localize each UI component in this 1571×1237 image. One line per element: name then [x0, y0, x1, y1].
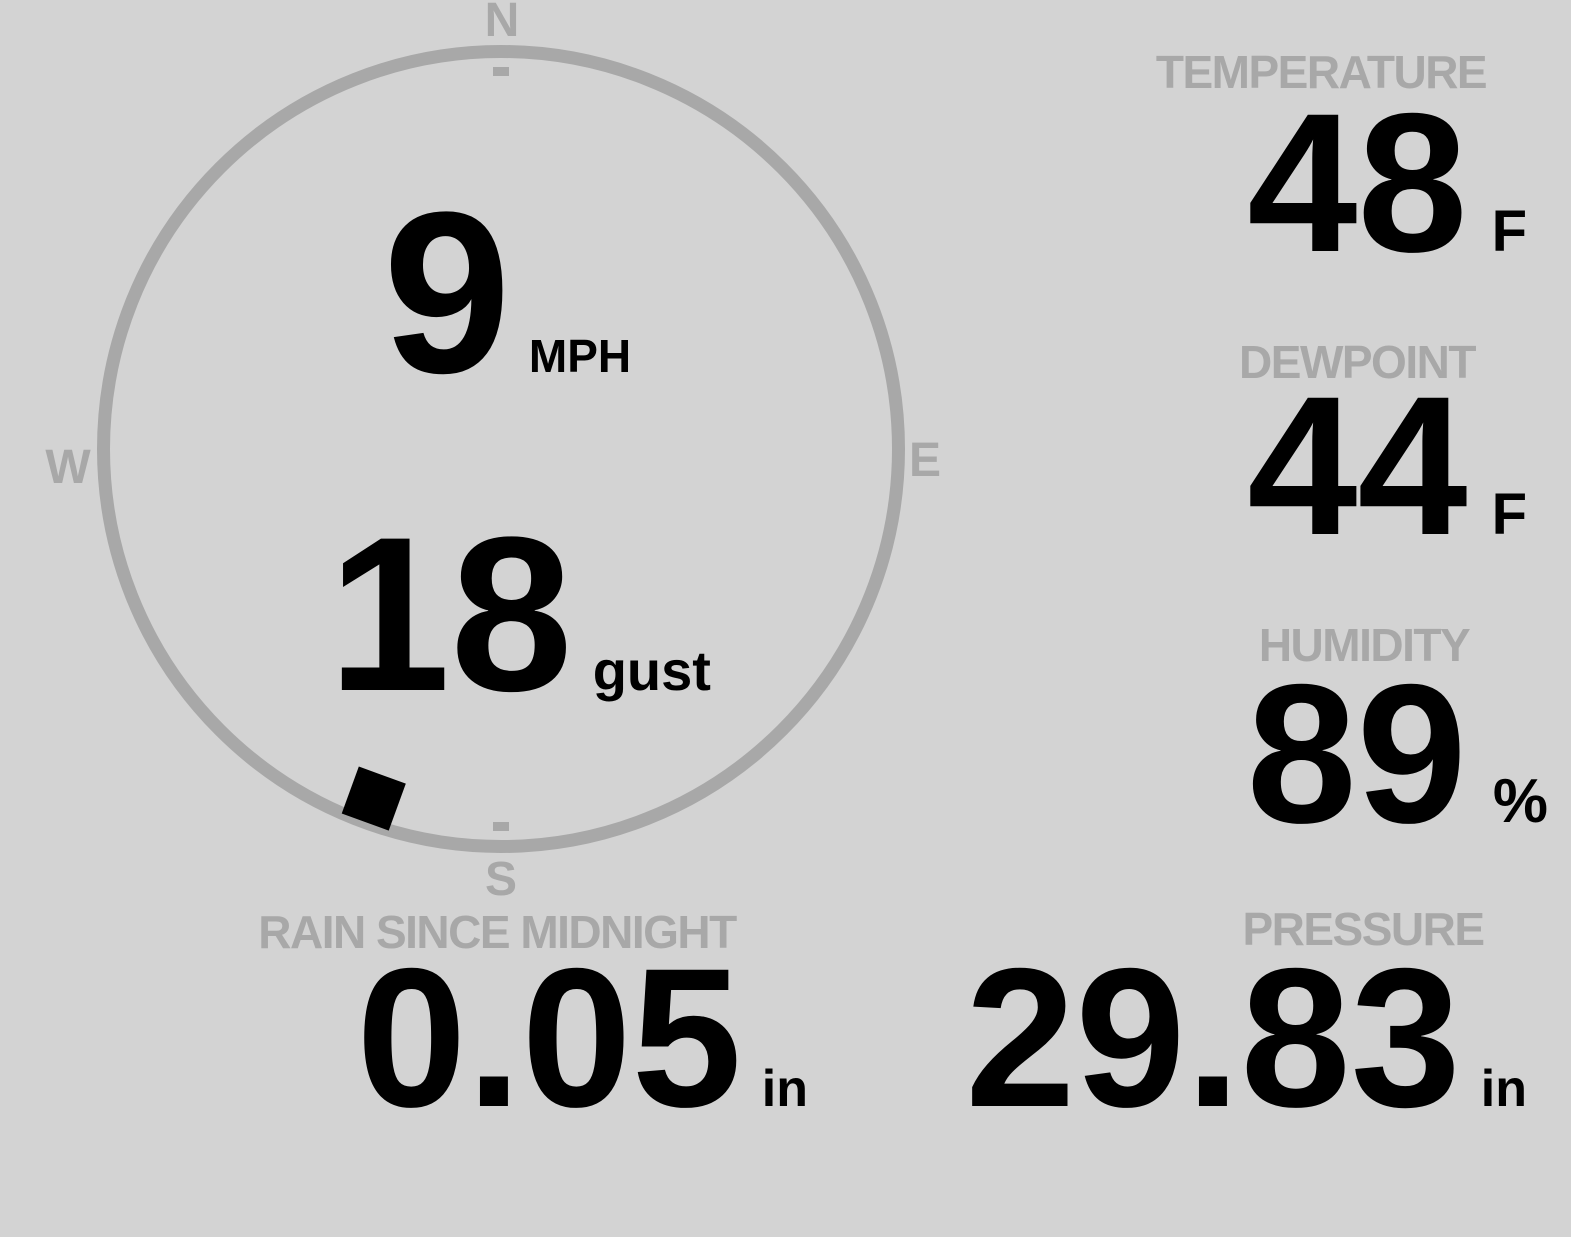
humidity-value: 89: [1246, 643, 1467, 864]
humidity-value-group: 89%: [1247, 655, 1548, 853]
pressure-unit: in: [1480, 1060, 1527, 1118]
dewpoint-unit: F: [1491, 482, 1527, 547]
wind-speed-value: 9: [383, 164, 511, 421]
wind-gust-group: 18 gust: [328, 504, 711, 724]
rain-value: 0.05: [356, 927, 742, 1148]
dewpoint-value: 44: [1247, 355, 1468, 576]
temperature-label: TEMPERATURE: [1155, 46, 1488, 98]
humidity-unit: %: [1492, 767, 1548, 836]
wind-gust-unit: gust: [592, 639, 711, 702]
temperature-unit: F: [1491, 199, 1527, 264]
compass-tick-south: [493, 822, 509, 831]
humidity-label: HUMIDITY: [1258, 619, 1471, 671]
wind-speed-unit: MPH: [528, 330, 632, 382]
temperature-value-group: 48 F: [1247, 84, 1527, 282]
compass-label-south: S: [484, 853, 518, 906]
compass-tick-north: [493, 67, 509, 76]
compass-label-north: N: [484, 0, 520, 47]
pressure-value-group: 29.83 in: [965, 939, 1527, 1137]
compass-label-east: E: [908, 434, 942, 487]
pressure-value: 29.83: [965, 927, 1461, 1148]
dewpoint-label: DEWPOINT: [1239, 336, 1476, 388]
rain-label: RAIN SINCE MIDNIGHT: [258, 906, 737, 958]
rain-value-group: 0.05 in: [356, 939, 808, 1137]
wind-gust-value: 18: [328, 491, 573, 737]
compass-label-west: W: [45, 441, 91, 494]
dewpoint-value-group: 44 F: [1247, 367, 1527, 565]
rain-unit: in: [761, 1060, 808, 1118]
wind-speed-group: 9 MPH: [383, 178, 631, 408]
pressure-label: PRESSURE: [1242, 903, 1485, 955]
temperature-value: 48: [1247, 72, 1468, 293]
